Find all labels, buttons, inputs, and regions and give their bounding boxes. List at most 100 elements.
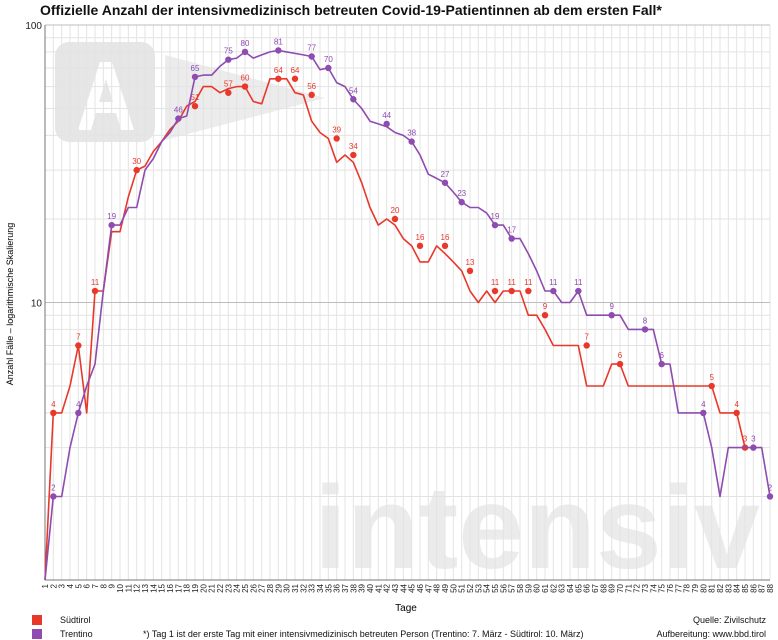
data-point [391, 215, 399, 223]
x-tick-label: 23 [224, 583, 233, 592]
data-label: 8 [643, 316, 648, 325]
data-point [50, 493, 57, 500]
data-label: 34 [349, 142, 358, 151]
data-label: 81 [274, 37, 283, 46]
x-tick-label: 64 [566, 583, 575, 592]
watermark-text: intensiv [314, 462, 760, 594]
data-label: 20 [391, 206, 400, 215]
x-tick-label: 4 [66, 583, 75, 588]
data-point [75, 409, 82, 417]
data-point [191, 73, 199, 81]
data-point [608, 311, 615, 319]
data-point [641, 326, 649, 333]
data-label: 19 [107, 212, 116, 221]
data-label: 3 [743, 435, 748, 444]
x-tick-label: 14 [149, 583, 158, 592]
x-tick-label: 3 [58, 583, 67, 588]
data-point [275, 75, 282, 82]
x-tick-label: 11 [124, 583, 133, 592]
data-point [325, 64, 332, 72]
x-tick-label: 44 [399, 583, 408, 592]
data-label: 16 [416, 233, 425, 242]
data-point [766, 493, 774, 500]
data-point [550, 287, 557, 295]
data-label: 4 [701, 400, 706, 409]
data-label: 11 [491, 278, 500, 287]
data-label: 11 [549, 278, 558, 287]
legend-swatch-trentino [32, 629, 42, 639]
x-tick-label: 9 [108, 583, 117, 588]
x-tick-label: 77 [674, 583, 683, 592]
x-tick-label: 50 [449, 583, 458, 592]
data-point [308, 53, 315, 60]
data-point [733, 409, 740, 417]
x-tick-label: 53 [474, 583, 483, 592]
credit: Aufbereitung: www.bbd.tirol [656, 629, 766, 639]
data-label: 11 [508, 278, 517, 287]
x-tick-label: 74 [649, 583, 658, 592]
data-label: 64 [274, 66, 283, 75]
data-label: 11 [524, 278, 533, 287]
series-line-1 [44, 49, 771, 581]
data-label: 3 [751, 435, 756, 444]
data-label: 17 [507, 226, 516, 235]
x-tick-label: 26 [249, 583, 258, 592]
data-label: 5 [709, 373, 714, 382]
grid [44, 24, 771, 581]
x-tick-label: 15 [158, 583, 167, 592]
x-tick-label: 84 [733, 583, 742, 592]
x-tick-label: 8 [99, 583, 108, 588]
data-point [350, 96, 357, 103]
footnote: *) Tag 1 ist der erste Tag mit einer int… [143, 629, 584, 639]
chart-title: Offizielle Anzahl der intensivmedizinisc… [40, 2, 662, 18]
x-tick-label: 65 [574, 583, 583, 592]
x-tick-label: 16 [166, 583, 175, 592]
data-point [441, 242, 449, 250]
x-tick-label: 79 [691, 583, 700, 592]
x-tick-label: 37 [341, 583, 350, 592]
legend-item-suedtirol: Südtirol [32, 615, 91, 625]
x-tick-label: 6 [83, 583, 92, 588]
data-point [350, 151, 357, 159]
data-label: 4 [51, 400, 56, 409]
x-tick-label: 39 [358, 583, 367, 592]
data-label: 51 [191, 93, 200, 102]
data-point [441, 179, 449, 186]
y-tick-label: 100 [25, 21, 42, 32]
data-point [225, 89, 232, 96]
x-tick-label: 35 [324, 583, 333, 592]
data-label: 13 [466, 258, 475, 267]
data-label: 2 [768, 483, 773, 492]
data-point [525, 287, 532, 295]
data-point [275, 47, 282, 54]
data-label: 65 [191, 64, 200, 73]
data-point [458, 198, 465, 206]
x-axis-label: Tage [395, 603, 417, 614]
x-tick-label: 68 [599, 583, 608, 592]
data-label: 44 [382, 111, 391, 120]
x-tick-label: 27 [258, 583, 267, 592]
data-point [108, 221, 115, 229]
data-label: 7 [76, 332, 81, 341]
data-point [308, 91, 315, 99]
x-tick-label: 28 [266, 583, 275, 592]
data-point [91, 287, 99, 295]
x-tick-label: 25 [241, 583, 250, 592]
data-label: 4 [734, 400, 739, 409]
x-tick-label: 86 [749, 583, 758, 592]
x-tick-label: 5 [74, 583, 83, 588]
x-tick-label: 48 [433, 583, 442, 592]
legend-swatch-suedtirol [32, 615, 42, 625]
data-point [491, 287, 499, 295]
data-point [75, 342, 82, 349]
x-tick-label: 47 [424, 583, 433, 592]
x-tick-label: 76 [666, 583, 675, 592]
x-tick-label: 69 [608, 583, 617, 592]
data-point [700, 409, 707, 417]
x-tick-label: 7 [91, 583, 100, 588]
x-tick-label: 59 [524, 583, 533, 592]
legend-item-trentino: Trentino [32, 629, 93, 639]
data-label: 7 [584, 332, 589, 341]
x-tick-label: 33 [308, 583, 317, 592]
